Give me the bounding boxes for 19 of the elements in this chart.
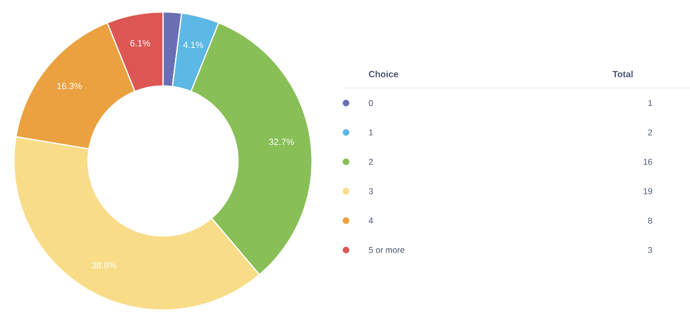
data-label: 4.1% [183,42,204,48]
text: 1 [648,100,652,106]
text: 16 [644,158,652,165]
legend-label: 5 or more [368,247,404,253]
text: 19 [644,188,652,194]
data-label: 6.1% [130,40,150,46]
data-label: 16.3% [57,82,82,90]
legend-label: 4 [368,218,373,224]
legend-label: 3 [368,188,373,194]
legend-label: 1 [369,129,373,136]
data-label: 38.8% [92,262,116,269]
text: Total [612,70,633,78]
text: 3 [648,247,652,253]
text: 2 [648,129,652,136]
legend-title: Choice [368,70,398,78]
data-label: 32.7% [269,138,294,146]
text: 8 [648,218,652,224]
legend-label: 0 [368,100,373,106]
legend-label: 2 [368,158,373,165]
